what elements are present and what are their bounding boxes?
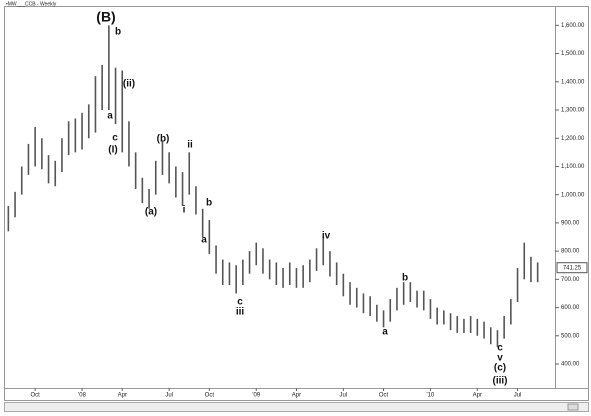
y-tick-label: 1,300.00 [561, 108, 585, 114]
y-tick-label: 900.00 [561, 220, 580, 226]
y-tick-label: 1,600.00 [561, 23, 585, 29]
wave-label: v [497, 353, 503, 364]
x-tick-label: '10 [427, 393, 435, 399]
x-tick-label: Oct [30, 393, 40, 399]
wave-label: iii [236, 307, 245, 318]
chart-title: •MW___CCB - Weekly [6, 1, 57, 7]
x-tick-label: Apr [292, 393, 301, 399]
wave-label: c [237, 297, 243, 308]
y-tick-label: 400.00 [561, 362, 580, 368]
y-tick-label: 1,400.00 [561, 79, 585, 85]
wave-label: (c) [494, 363, 506, 374]
wave-label: b [402, 273, 408, 284]
x-tick-label: Oct [205, 393, 215, 399]
wave-label: (b) [157, 134, 170, 145]
wave-label: c [497, 343, 503, 354]
wave-label: iv [322, 231, 331, 242]
x-tick-label: Oct [379, 393, 389, 399]
x-tick-label: Jul [340, 393, 348, 399]
y-tick-label: 1,200.00 [561, 136, 585, 142]
wave-label: ii [187, 140, 193, 151]
wave-label: b [206, 198, 212, 209]
x-tick-label: '09 [252, 393, 260, 399]
y-tick-label: 1,100.00 [561, 164, 585, 170]
wave-label: a [382, 327, 388, 338]
last-price-box [556, 262, 588, 274]
y-tick-label: 700.00 [561, 277, 580, 283]
wave-label: i [183, 205, 186, 216]
y-tick-label: 500.00 [561, 333, 580, 339]
wave-label: c [112, 133, 118, 144]
y-tick-label: 1,500.00 [561, 51, 585, 57]
x-tick-label: Apr [118, 393, 127, 399]
last-price-label: 741.25 [563, 265, 582, 271]
wave-label: a [201, 235, 207, 246]
wave-label: (iii) [493, 376, 508, 387]
wave-label: a [107, 111, 113, 122]
x-tick-label: Jul [514, 393, 522, 399]
x-tick-label: '08 [78, 393, 86, 399]
wave-label: (a) [145, 207, 157, 218]
y-tick-label: 1,000.00 [561, 192, 585, 198]
x-tick-label: Jul [165, 393, 173, 399]
scrollbar[interactable] [4, 402, 589, 412]
y-tick-label: 800.00 [561, 249, 580, 255]
wave-label: b [115, 27, 121, 38]
x-tick-label: Apr [473, 393, 482, 399]
wave-label: (I) [108, 145, 117, 156]
y-tick-label: 600.00 [561, 305, 580, 311]
wave-label: (B) [96, 9, 115, 25]
scrollbar-thumb[interactable] [567, 403, 579, 411]
wave-label: (ii) [123, 79, 135, 90]
